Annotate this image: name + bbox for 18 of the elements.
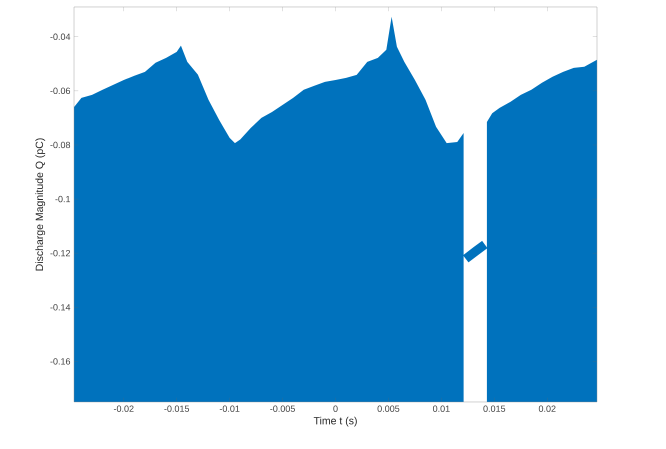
y-tick-label: -0.04 xyxy=(50,34,70,40)
y-tick-label: -0.14 xyxy=(50,304,70,310)
y-tick-label: -0.1 xyxy=(55,196,70,202)
y-tick-label: -0.08 xyxy=(50,142,70,148)
x-tick-label: -0.02 xyxy=(114,406,134,412)
y-axis-title: Discharge Magnitude Q (pC) xyxy=(35,138,46,270)
x-axis-title: Time t (s) xyxy=(314,416,357,426)
y-tick-label: -0.12 xyxy=(50,250,70,256)
x-tick-label: 0.005 xyxy=(378,406,400,412)
x-tick-label: 0 xyxy=(333,406,338,412)
x-tick-label: 0.015 xyxy=(483,406,506,412)
x-tick-label: 0.02 xyxy=(538,406,556,412)
y-tick-label: -0.16 xyxy=(50,358,70,365)
y-tick-label: -0.06 xyxy=(50,88,70,94)
x-tick-label: 0.01 xyxy=(432,406,450,412)
x-tick-label: -0.01 xyxy=(220,406,240,412)
x-tick-label: -0.005 xyxy=(270,406,295,412)
x-tick-label: -0.015 xyxy=(164,406,190,412)
